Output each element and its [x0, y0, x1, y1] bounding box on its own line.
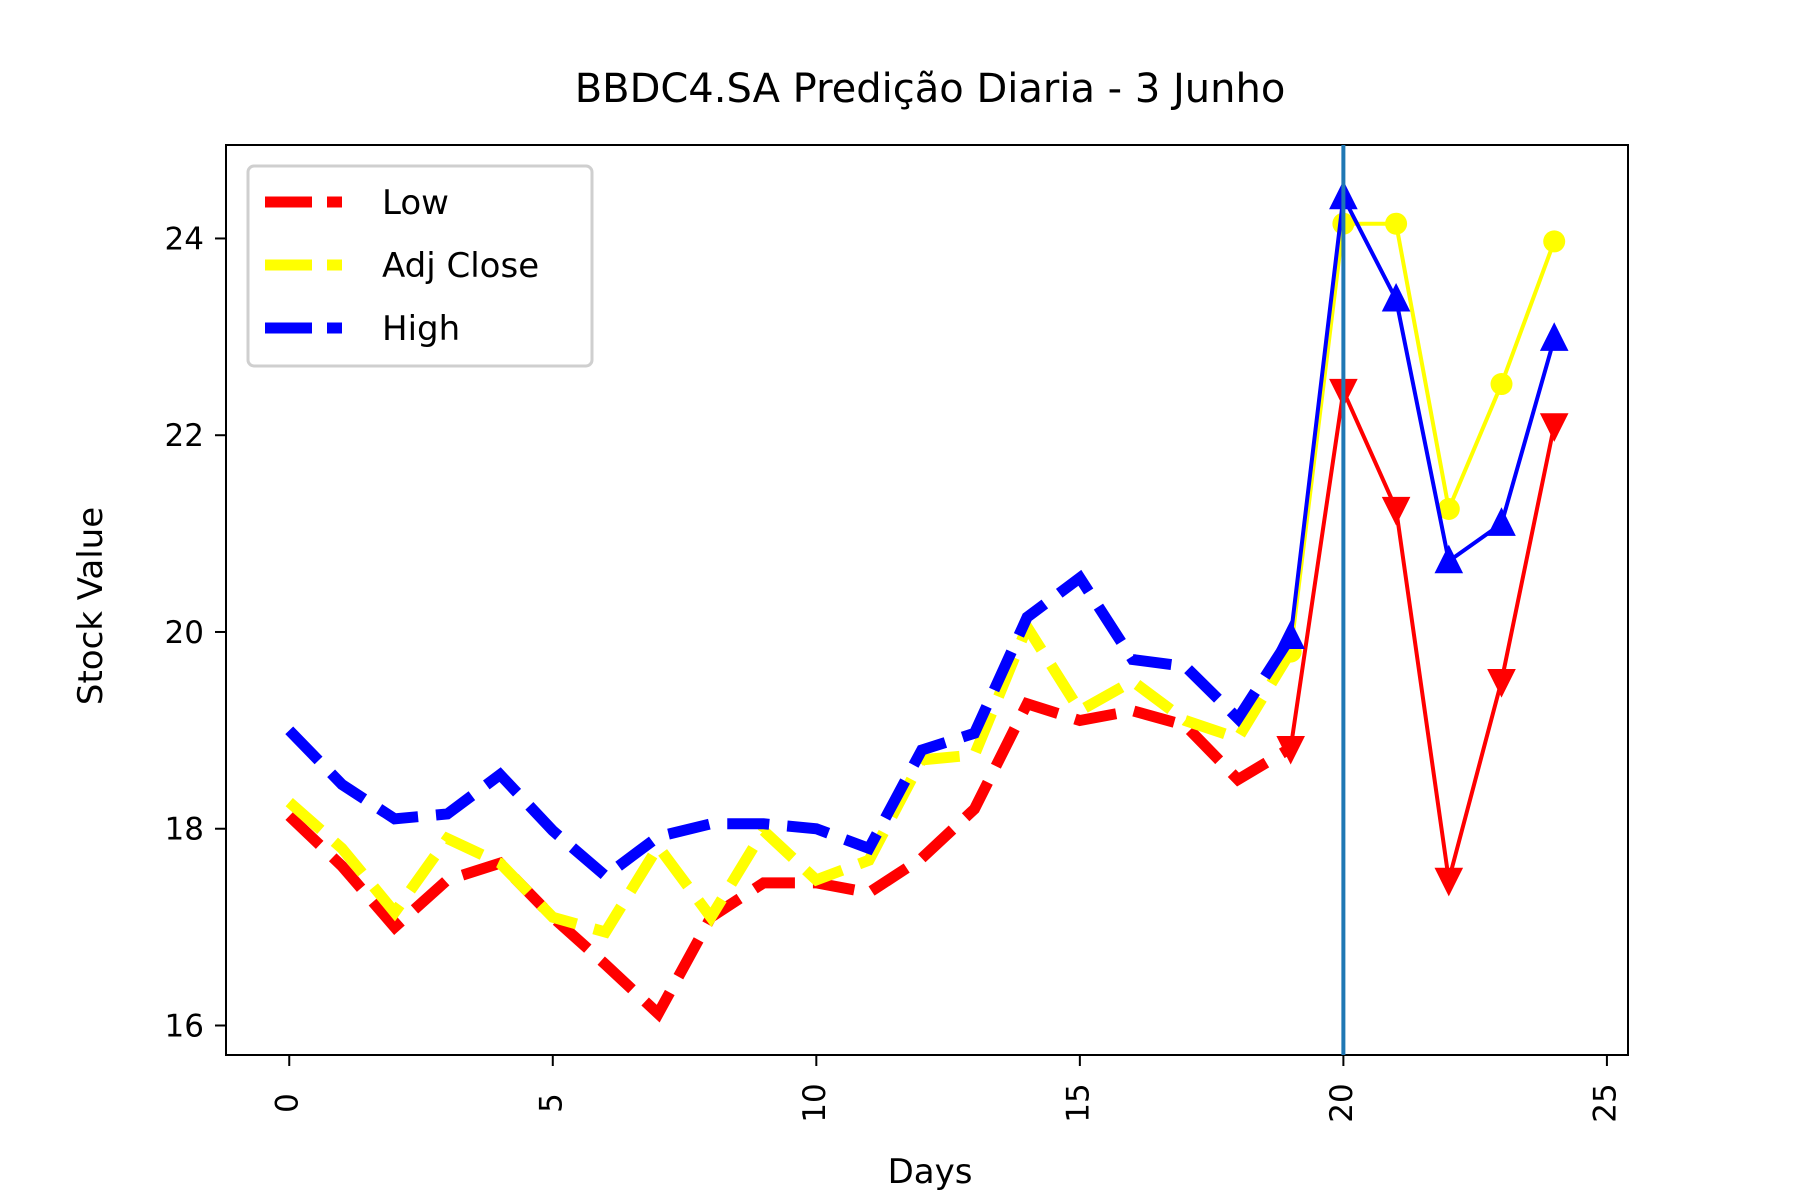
plot-frame [225, 144, 1629, 1056]
x-tick-label: 15 [1060, 1083, 1096, 1122]
y-tick-label: 20 [165, 615, 204, 651]
adj-close-prediction-point [1385, 212, 1408, 235]
chart-title: BBDC4.SA Predição Diaria - 3 Junho [575, 66, 1286, 112]
high-prediction-point [1381, 282, 1411, 312]
adj-close-prediction-point [1490, 373, 1513, 396]
y-tick-label: 22 [165, 418, 204, 454]
high-prediction-point [1487, 507, 1516, 536]
adj-close-historical-line [285, 615, 1296, 939]
low-prediction-point [1487, 669, 1516, 698]
y-tick-label: 16 [165, 1008, 204, 1044]
x-tick-label: 5 [533, 1093, 569, 1113]
plot-area: 0 5 10 15 20 25 16 18 20 22 24 [165, 144, 1629, 1123]
high-prediction-point [1276, 620, 1305, 649]
high-prediction-point [1539, 322, 1569, 351]
high-legend-label: High [382, 309, 460, 349]
y-tick-label: 18 [165, 812, 204, 848]
low-prediction-point [1434, 867, 1464, 897]
high-historical-line [285, 569, 1296, 883]
legend-box [246, 164, 594, 368]
y-tick-label: 24 [165, 221, 204, 257]
low-prediction-point [1276, 735, 1305, 765]
x-axis-label: Days [888, 1152, 973, 1192]
adj-close-prediction-point [1437, 498, 1460, 520]
low-prediction-point [1381, 496, 1411, 526]
adj-close-prediction-point [1543, 230, 1566, 253]
high-prediction-point [1434, 544, 1464, 574]
x-tick-label: 20 [1324, 1083, 1360, 1122]
low-historical-line [285, 697, 1294, 1023]
low-legend-label: Low [382, 183, 449, 223]
adj-close-prediction-line [1288, 221, 1557, 654]
low-prediction-point [1539, 413, 1569, 442]
y-axis-label: Stock Value [71, 507, 111, 705]
x-tick-label: 25 [1587, 1083, 1623, 1122]
x-tick-label: 0 [270, 1093, 306, 1113]
low-prediction-line [1288, 388, 1557, 882]
adj-close-legend-label: Adj Close [382, 246, 539, 286]
legend: Low Adj Close High [246, 164, 594, 368]
x-tick-label: 10 [797, 1083, 833, 1122]
high-prediction-line [1288, 195, 1557, 639]
